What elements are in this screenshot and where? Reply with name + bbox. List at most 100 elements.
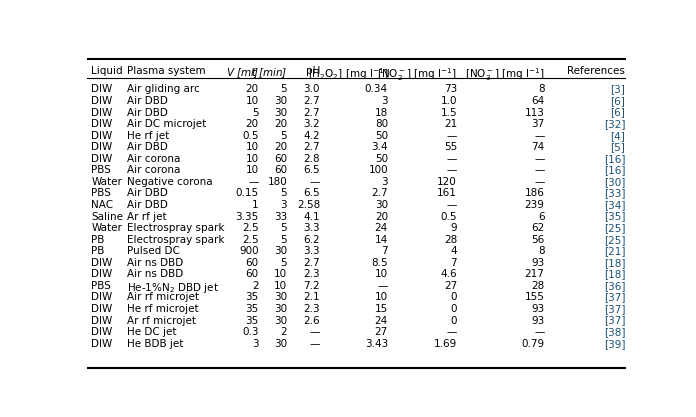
Text: 0: 0 (450, 304, 457, 314)
Text: 93: 93 (531, 304, 544, 314)
Text: —: — (310, 177, 320, 187)
Text: 3: 3 (280, 200, 287, 210)
Text: 180: 180 (267, 177, 287, 187)
Text: Electrospray spark: Electrospray spark (127, 235, 225, 245)
Text: DIW: DIW (91, 292, 113, 302)
Text: 93: 93 (531, 258, 544, 268)
Text: Negative corona: Negative corona (127, 177, 213, 187)
Text: 30: 30 (274, 96, 287, 106)
Text: —: — (378, 281, 388, 291)
Text: 30: 30 (274, 246, 287, 256)
Text: 24: 24 (374, 223, 388, 233)
Text: 6.2: 6.2 (303, 235, 320, 245)
Text: [39]: [39] (604, 339, 625, 349)
Text: Air corona: Air corona (127, 154, 181, 164)
Text: —: — (447, 131, 457, 141)
Text: $V$ [ml]: $V$ [ml] (226, 66, 258, 80)
Text: 30: 30 (274, 108, 287, 118)
Text: 50: 50 (375, 131, 388, 141)
Text: Saline: Saline (91, 211, 123, 221)
Text: DIW: DIW (91, 154, 113, 164)
Text: DIW: DIW (91, 96, 113, 106)
Text: 3.43: 3.43 (365, 339, 388, 349)
Text: [37]: [37] (604, 316, 625, 326)
Text: 186: 186 (525, 188, 544, 198)
Text: 33: 33 (274, 211, 287, 221)
Text: 60: 60 (274, 165, 287, 175)
Text: 10: 10 (246, 165, 258, 175)
Text: [37]: [37] (604, 292, 625, 302)
Text: 74: 74 (531, 142, 544, 152)
Text: 24: 24 (374, 316, 388, 326)
Text: 155: 155 (525, 292, 544, 302)
Text: 27: 27 (374, 327, 388, 337)
Text: 7: 7 (381, 246, 388, 256)
Text: 0.5: 0.5 (242, 131, 258, 141)
Text: 15: 15 (374, 304, 388, 314)
Text: 4.2: 4.2 (303, 131, 320, 141)
Text: 50: 50 (375, 154, 388, 164)
Text: [18]: [18] (604, 258, 625, 268)
Text: 4.1: 4.1 (303, 211, 320, 221)
Text: 2.3: 2.3 (303, 269, 320, 279)
Text: Pulsed DC: Pulsed DC (127, 246, 180, 256)
Text: [16]: [16] (604, 154, 625, 164)
Text: 93: 93 (531, 316, 544, 326)
Text: 1.5: 1.5 (441, 108, 457, 118)
Text: 2.6: 2.6 (303, 316, 320, 326)
Text: Liquid: Liquid (91, 66, 123, 76)
Text: [NO$_2^-$] [mg l$^{-1}$]: [NO$_2^-$] [mg l$^{-1}$] (377, 66, 457, 83)
Text: 0.3: 0.3 (242, 327, 258, 337)
Text: He rf jet: He rf jet (127, 131, 170, 141)
Text: He rf microjet: He rf microjet (127, 304, 199, 314)
Text: 20: 20 (274, 119, 287, 129)
Text: [25]: [25] (604, 235, 625, 245)
Text: $t$ [min]: $t$ [min] (251, 66, 287, 80)
Text: 35: 35 (245, 316, 258, 326)
Text: 2.3: 2.3 (303, 304, 320, 314)
Text: 55: 55 (444, 142, 457, 152)
Text: 28: 28 (444, 235, 457, 245)
Text: [H$_2$O$_2$] [mg l$^{-1}$]: [H$_2$O$_2$] [mg l$^{-1}$] (308, 66, 388, 82)
Text: PB: PB (91, 235, 104, 245)
Text: 1: 1 (252, 200, 258, 210)
Text: 2.7: 2.7 (372, 188, 388, 198)
Text: 1.69: 1.69 (434, 339, 457, 349)
Text: Air DBD: Air DBD (127, 188, 168, 198)
Text: 20: 20 (246, 84, 258, 94)
Text: 2: 2 (252, 281, 258, 291)
Text: 2.1: 2.1 (303, 292, 320, 302)
Text: 60: 60 (246, 269, 258, 279)
Text: DIW: DIW (91, 304, 113, 314)
Text: 35: 35 (245, 304, 258, 314)
Text: 30: 30 (274, 304, 287, 314)
Text: Ar rf microjet: Ar rf microjet (127, 316, 196, 326)
Text: 2: 2 (280, 327, 287, 337)
Text: DIW: DIW (91, 316, 113, 326)
Text: 8.5: 8.5 (372, 258, 388, 268)
Text: [30]: [30] (604, 177, 625, 187)
Text: 5: 5 (280, 188, 287, 198)
Text: 60: 60 (274, 154, 287, 164)
Text: [35]: [35] (604, 211, 625, 221)
Text: 3: 3 (381, 96, 388, 106)
Text: 62: 62 (531, 223, 544, 233)
Text: 30: 30 (274, 316, 287, 326)
Text: Air ns DBD: Air ns DBD (127, 269, 184, 279)
Text: Air DBD: Air DBD (127, 142, 168, 152)
Text: 3.3: 3.3 (303, 223, 320, 233)
Text: 8: 8 (538, 84, 544, 94)
Text: PB: PB (91, 246, 104, 256)
Text: 6: 6 (538, 211, 544, 221)
Text: 14: 14 (374, 235, 388, 245)
Text: Air DBD: Air DBD (127, 200, 168, 210)
Text: Water: Water (91, 223, 122, 233)
Text: [6]: [6] (610, 96, 625, 106)
Text: 2.5: 2.5 (242, 235, 258, 245)
Text: 3.0: 3.0 (303, 84, 320, 94)
Text: 217: 217 (525, 269, 544, 279)
Text: 10: 10 (246, 96, 258, 106)
Text: [4]: [4] (610, 131, 625, 141)
Text: 1.0: 1.0 (441, 96, 457, 106)
Text: PBS: PBS (91, 165, 111, 175)
